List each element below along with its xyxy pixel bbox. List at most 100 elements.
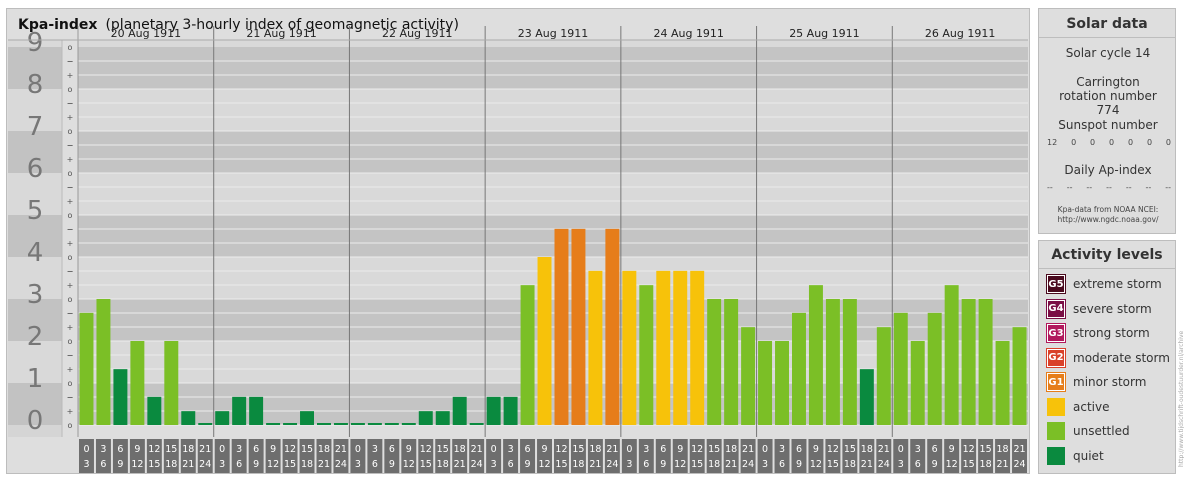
interval-end-label: 15 (963, 459, 975, 470)
interval-box (604, 439, 620, 473)
interval-box (333, 439, 349, 473)
interval-box (893, 439, 909, 473)
interval-start-label: 0 (491, 444, 497, 455)
sub-tick-label: o (68, 85, 73, 94)
interval-box (740, 439, 756, 473)
interval-end-label: 9 (525, 459, 531, 470)
interval-end-label: 21 (318, 459, 330, 470)
interval-end-label: 15 (284, 459, 296, 470)
sub-tick-label: + (67, 407, 74, 416)
interval-end-label: 12 (946, 459, 958, 470)
sub-tick-label: − (67, 141, 74, 150)
kp-bar (520, 285, 535, 425)
interval-box (825, 439, 841, 473)
sub-tick-label: − (67, 309, 74, 318)
interval-end-label: 12 (267, 459, 279, 470)
interval-box (486, 439, 502, 473)
kp-bar (859, 369, 874, 425)
sub-tick-label: − (67, 99, 74, 108)
interval-box (723, 439, 739, 473)
interval-start-label: 21 (878, 444, 890, 455)
y-tick-label: 7 (27, 112, 44, 142)
legend-label: quiet (1073, 448, 1104, 463)
kp-bar (724, 299, 739, 425)
day-label: 20 Aug 1911 (111, 27, 181, 40)
kp-bar (639, 285, 654, 425)
sub-tick-label: − (67, 351, 74, 360)
y-band (78, 131, 1028, 173)
interval-end-label: 12 (674, 459, 686, 470)
kp-bar (588, 270, 603, 425)
interval-start-label: 0 (898, 444, 904, 455)
legend-swatch (1047, 422, 1065, 440)
interval-box (95, 439, 111, 473)
interval-start-label: 3 (236, 444, 242, 455)
interval-end-label: 21 (725, 459, 737, 470)
interval-box (401, 439, 417, 473)
interval-end-label: 24 (471, 459, 483, 470)
interval-end-label: 3 (219, 459, 225, 470)
legend-item-severe-storm: G4 severe storm (1046, 298, 1152, 319)
interval-box (214, 439, 230, 473)
sub-tick-label: − (67, 393, 74, 402)
interval-box (655, 439, 671, 473)
interval-end-label: 21 (182, 459, 194, 470)
interval-box (180, 439, 196, 473)
sub-tick-label: − (67, 57, 74, 66)
interval-start-label: 12 (555, 444, 567, 455)
interval-box (554, 439, 569, 473)
interval-start-label: 3 (643, 444, 649, 455)
chart-title-rest: (planetary 3-hourly index of geomagnetic… (105, 17, 459, 33)
interval-box (706, 439, 722, 473)
y-band (78, 89, 1028, 131)
interval-start-label: 3 (100, 444, 106, 455)
y-tick-label: 6 (27, 154, 44, 184)
sub-tick-label: o (68, 211, 73, 220)
interval-box (808, 439, 824, 473)
interval-box (282, 439, 298, 473)
interval-end-label: 6 (100, 459, 106, 470)
interval-start-label: 21 (199, 444, 211, 455)
interval-box (469, 439, 485, 473)
interval-end-label: 24 (199, 459, 211, 470)
interval-end-label: 3 (491, 459, 497, 470)
kpa-chart-panel: Kpa-index (planetary 3-hourly index of ge… (6, 8, 1030, 474)
kp-bar (113, 369, 128, 425)
legend-item-quiet: quiet (1047, 446, 1104, 466)
interval-end-label: 21 (454, 459, 466, 470)
interval-start-label: 15 (572, 444, 584, 455)
sub-tick-label: − (67, 225, 74, 234)
legend-label: severe storm (1073, 301, 1152, 316)
y-tick-label: 2 (27, 322, 44, 352)
divider (1039, 268, 1175, 269)
kp-bar (893, 312, 908, 425)
interval-box (876, 439, 892, 473)
sub-tick-label: + (67, 197, 74, 206)
legend-label: extreme storm (1073, 277, 1162, 291)
noaa-credit-line2: http://www.ngdc.noaa.gov/ (1057, 215, 1159, 224)
kp-bar (215, 411, 230, 425)
interval-box (859, 439, 875, 473)
interval-start-label: 6 (253, 444, 259, 455)
y-tick-label: 8 (27, 70, 44, 100)
interval-start-label: 9 (406, 444, 412, 455)
interval-start-label: 18 (318, 444, 330, 455)
interval-box (927, 439, 943, 473)
sunspot-value: 0 (1109, 138, 1115, 147)
interval-start-label: 0 (83, 444, 89, 455)
interval-start-label: 18 (725, 444, 737, 455)
kp-bar (622, 270, 637, 425)
legend-swatch (1047, 446, 1065, 465)
kp-bar (486, 396, 501, 425)
interval-end-label: 15 (555, 459, 567, 470)
legend-label: active (1073, 399, 1110, 414)
interval-start-label: 12 (691, 444, 703, 455)
interval-end-label: 18 (980, 459, 992, 470)
ap-value: -- (1086, 183, 1093, 192)
kp-bar (181, 411, 196, 425)
legend-label: unsettled (1073, 424, 1130, 438)
interval-end-label: 9 (389, 459, 395, 470)
kp-bar (452, 396, 467, 425)
interval-box (146, 439, 162, 473)
carrington-rotation: Carrington rotation number 774 (1059, 75, 1157, 117)
